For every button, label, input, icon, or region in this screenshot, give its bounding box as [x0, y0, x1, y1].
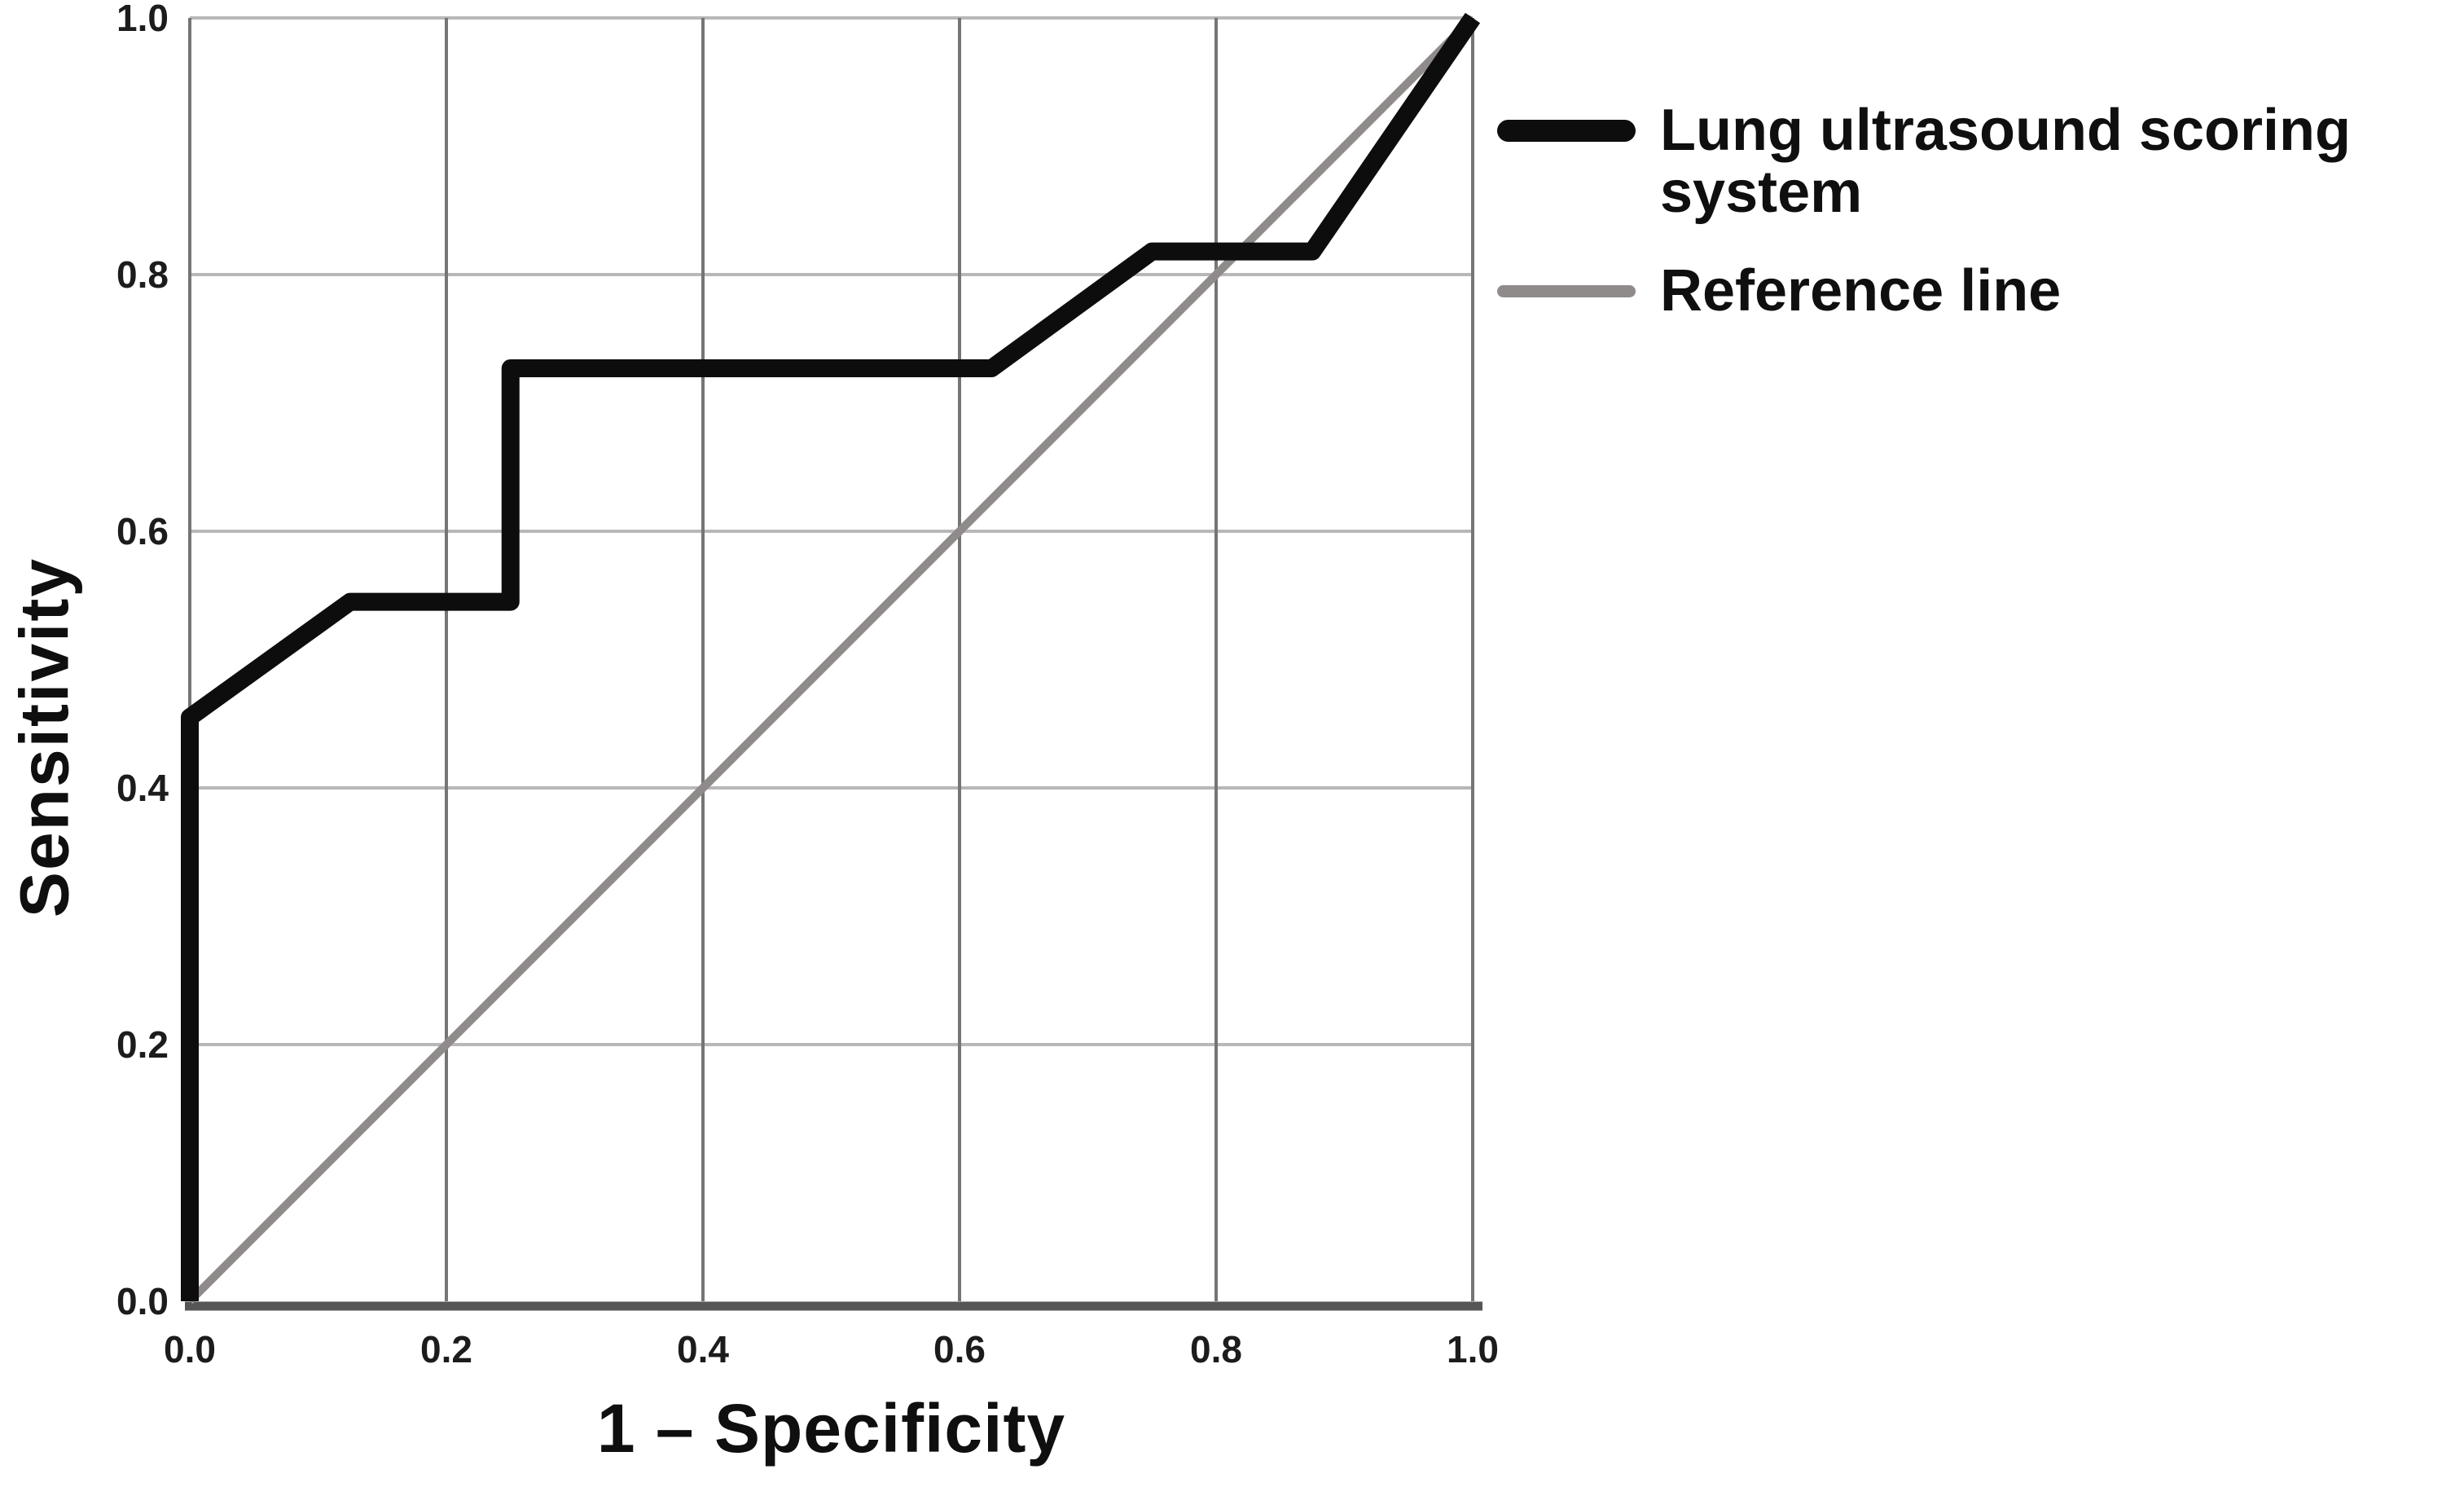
- y-tick-label: 0.2: [116, 1023, 169, 1066]
- legend-label: Lung ultrasound scoring system: [1660, 98, 2351, 226]
- x-tick-label: 0.2: [420, 1328, 472, 1370]
- y-tick-label: 0.8: [116, 253, 169, 296]
- legend-item-reference-line: Reference line: [1497, 257, 2351, 323]
- series-line-reference-line: [187, 15, 1476, 1304]
- x-axis-title: 1 – Specificity: [596, 1390, 1066, 1467]
- y-tick-label: 0.0: [116, 1280, 169, 1322]
- x-tick-label: 0.8: [1190, 1328, 1242, 1370]
- y-tick-label: 1.0: [116, 0, 169, 39]
- legend: Lung ultrasound scoring system Reference…: [1497, 99, 2351, 322]
- y-tick-label: 0.6: [116, 510, 169, 552]
- x-tick-label: 0.6: [933, 1328, 986, 1370]
- legend-label: Reference line: [1660, 257, 2062, 323]
- legend-swatch: [1497, 120, 1636, 142]
- legend-item-lung-ultrasound: Lung ultrasound scoring system: [1497, 99, 2351, 224]
- y-axis-title: Sensitivity: [6, 557, 83, 918]
- x-tick-label: 1.0: [1447, 1328, 1499, 1370]
- x-tick-label: 0.4: [677, 1328, 729, 1370]
- y-tick-label: 0.4: [116, 767, 169, 809]
- series-line-lung-ultrasound-scoring-system: [181, 12, 1481, 1301]
- x-tick-label: 0.0: [164, 1328, 216, 1370]
- legend-swatch: [1497, 284, 1636, 297]
